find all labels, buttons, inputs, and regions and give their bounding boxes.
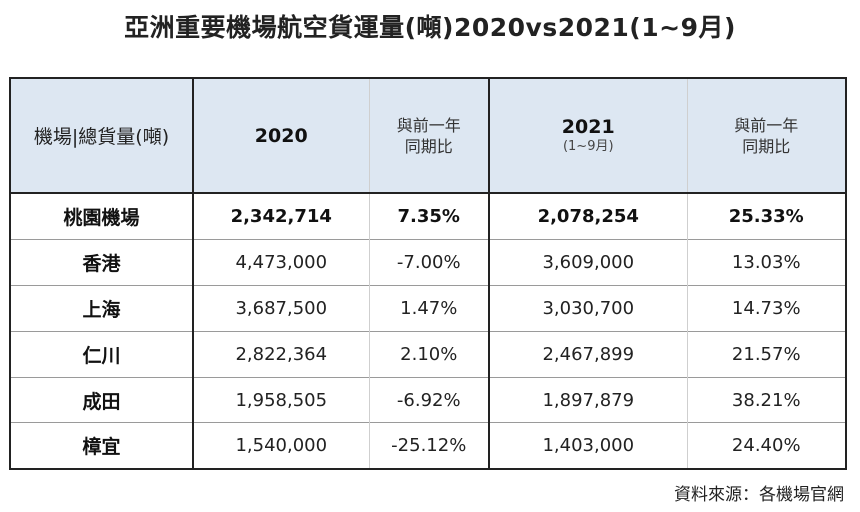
cargo-2021: 2,467,899 (488, 330, 687, 378)
yoy-2020: -7.00% (368, 239, 489, 286)
airport-name: 仁川 (11, 330, 193, 378)
header-yoy-2020: 與前一年 同期比 (368, 79, 489, 194)
airport-name: 成田 (11, 376, 193, 423)
yoy-2020: 1.47% (368, 284, 489, 332)
table-row: 成田 1,958,505 -6.92% 1,897,879 38.21% (11, 376, 845, 423)
cargo-2021: 3,609,000 (488, 239, 687, 286)
airport-name: 香港 (11, 239, 193, 286)
yoy-2021: 38.21% (686, 376, 845, 423)
header-airport-total: 機場|總貨量(噸) (11, 79, 193, 194)
header-year-2021-sub: (1~9月) (562, 138, 614, 154)
header-year-2020: 2020 (192, 79, 369, 194)
cargo-2021: 1,897,879 (488, 376, 687, 423)
cargo-2020: 1,958,505 (192, 376, 369, 423)
header-yoy-2021-line2: 同期比 (742, 136, 791, 156)
header-yoy-2020-line1: 與前一年 (396, 115, 461, 135)
source-note: 資料來源：各機場官網 (674, 485, 844, 505)
yoy-2021: 21.57% (686, 330, 845, 378)
header-yoy-2021-line1: 與前一年 (734, 115, 799, 135)
cargo-table-container: 機場|總貨量(噸) 2020 與前一年 同期比 2021 (1~9月) 與前一年… (9, 77, 847, 470)
cargo-2020: 4,473,000 (192, 239, 369, 286)
cargo-2020: 1,540,000 (192, 422, 369, 468)
airport-name: 桃園機場 (63, 207, 140, 230)
yoy-2020: 2.10% (368, 330, 489, 378)
yoy-2020: -25.12% (368, 422, 489, 468)
cargo-2020: 2,342,714 (192, 193, 369, 240)
cargo-table: 機場|總貨量(噸) 2020 與前一年 同期比 2021 (1~9月) 與前一年… (11, 79, 845, 468)
yoy-2020: 7.35% (368, 193, 489, 240)
table-row: 上海 3,687,500 1.47% 3,030,700 14.73% (11, 284, 845, 332)
page-title: 亞洲重要機場航空貨運量(噸)2020vs2021(1~9月) (124, 13, 736, 42)
yoy-2021: 13.03% (686, 239, 845, 286)
airport-name: 樟宜 (11, 422, 193, 468)
yoy-2021: 24.40% (686, 422, 845, 468)
header-year-2021: 2021 (1~9月) (488, 79, 687, 194)
cargo-2020: 2,822,364 (192, 330, 369, 378)
table-row: 香港 4,473,000 -7.00% 3,609,000 13.03% (11, 239, 845, 286)
yoy-2021: 14.73% (686, 284, 845, 332)
header-year-2021-label: 2021 (561, 115, 615, 138)
yoy-2020: -6.92% (368, 376, 489, 423)
table-row: 桃園機場 2,342,714 7.35% 2,078,254 25.33% (11, 193, 845, 240)
yoy-2021: 25.33% (686, 193, 845, 240)
table-row: 仁川 2,822,364 2.10% 2,467,899 21.57% (11, 330, 845, 378)
cargo-2021: 3,030,700 (488, 284, 687, 332)
header-yoy-2020-line2: 同期比 (404, 136, 453, 156)
airport-name: 上海 (11, 284, 193, 332)
header-row: 機場|總貨量(噸) 2020 與前一年 同期比 2021 (1~9月) 與前一年… (11, 79, 845, 194)
table-row: 樟宜 1,540,000 -25.12% 1,403,000 24.40% (11, 422, 845, 468)
cargo-2020: 3,687,500 (192, 284, 369, 332)
cargo-2021: 1,403,000 (488, 422, 687, 468)
cargo-2021: 2,078,254 (488, 193, 687, 240)
header-yoy-2021: 與前一年 同期比 (686, 79, 845, 194)
